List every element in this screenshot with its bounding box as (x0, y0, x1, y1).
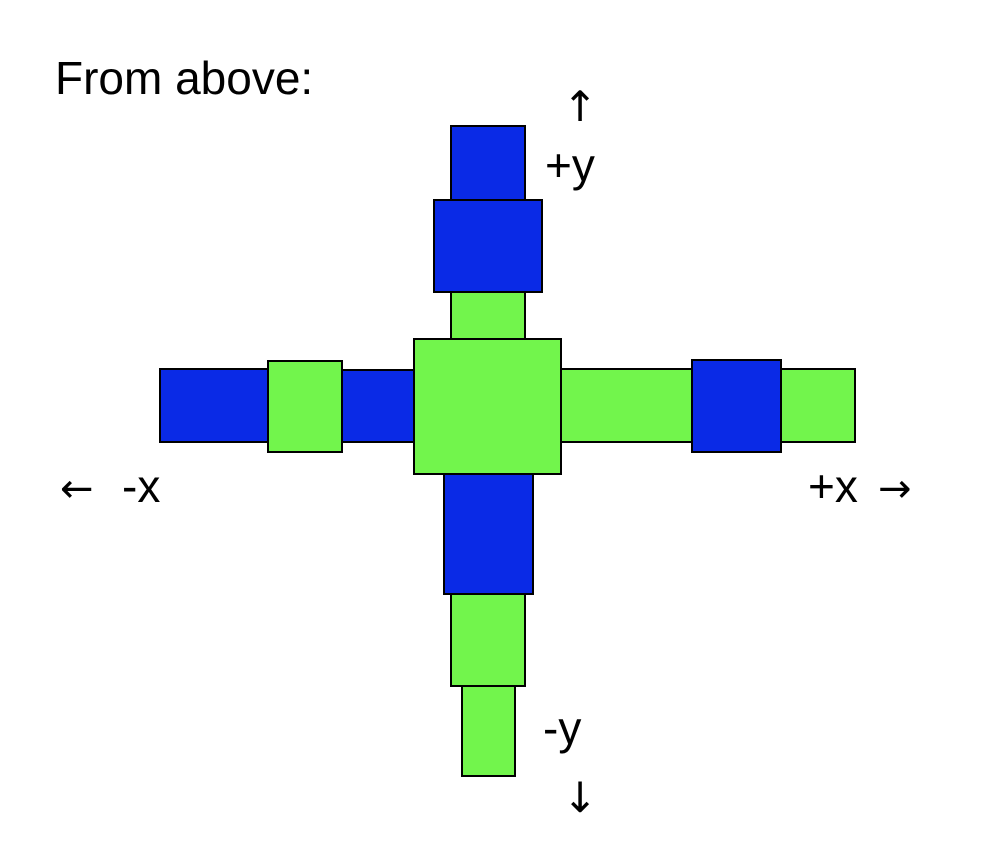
pos-x-label: +x (808, 460, 858, 512)
block-up-1 (450, 291, 526, 341)
block-up-3 (450, 125, 526, 201)
block-right-3 (780, 368, 856, 443)
block-right-1 (560, 368, 693, 443)
block-left-1 (341, 369, 417, 443)
diagram-title: From above: (55, 52, 313, 104)
down-arrow-icon: ↓ (562, 773, 597, 822)
pos-y-label: +y (545, 139, 595, 191)
block-down-1 (443, 473, 534, 595)
right-arrow-icon: → (878, 466, 912, 512)
block-left-2 (267, 360, 343, 453)
center-hub-block (413, 338, 562, 475)
block-left-3 (159, 368, 269, 443)
up-arrow-icon: ↑ (562, 82, 597, 131)
neg-x-label: -x (122, 460, 160, 512)
block-down-2 (450, 593, 526, 687)
block-up-2 (433, 199, 543, 293)
left-arrow-icon: ← (60, 466, 94, 512)
block-right-2 (691, 359, 782, 453)
neg-y-label: -y (543, 702, 581, 754)
block-down-3 (461, 685, 516, 777)
